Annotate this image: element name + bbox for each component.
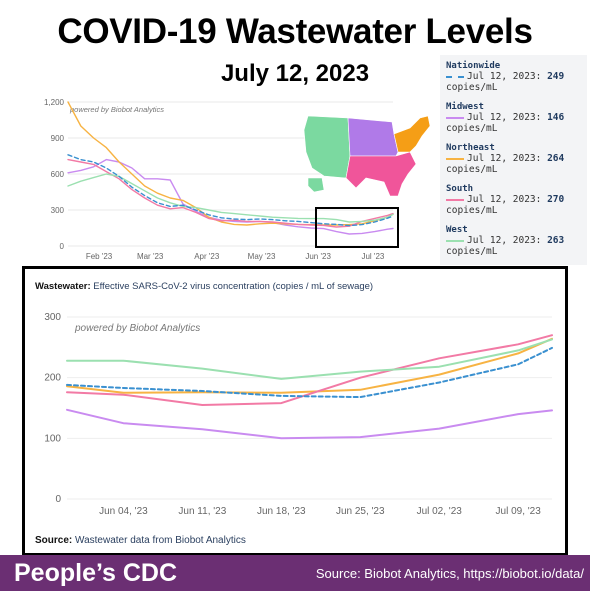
series-line-northeast [66,337,553,394]
legend-date: Jul 12, 2023: [467,235,548,246]
main-chart-title: Effective SARS-CoV-2 virus concentration… [93,281,374,292]
x-tick-label: Feb '23 [86,252,113,261]
legend-swatch [446,116,464,119]
legend-value: 146 [547,112,565,123]
legend-name: West [446,225,468,235]
legend-swatch [446,75,464,78]
x-tick-label: May '23 [248,252,276,261]
footer-credit: Source: Biobot Analytics, https://biobot… [315,566,584,581]
series-line-northeast [67,101,394,226]
legend-entry-northeast: Northeast Jul 12, 2023: 264 copies/mL [446,143,564,175]
legend-swatch [446,198,464,201]
y-tick-label: 200 [44,373,61,384]
legend-value-line: Jul 12, 2023: 270 [446,194,564,205]
series-line-nationwide [66,346,553,399]
main-chart: 0 100 200 300 Jun 04, '23 Jun 11, '23 Jun 18, … [44,312,553,517]
main-chart-panel: Wastewater: Effective SARS-CoV-2 virus c… [22,266,568,556]
legend-unit: copies/mL [446,82,498,93]
map-region-midwest [347,117,399,157]
legend-entry-west: West Jul 12, 2023: 263 copies/mL [446,225,564,257]
map-region-west [303,115,351,179]
watermark-text: powered by Biobot Analytics [74,323,200,334]
legend-value-line: Jul 12, 2023: 249 [446,71,564,82]
legend-swatch [446,239,464,242]
legend-entry-nationwide: Nationwide Jul 12, 2023: 249 copies/mL [446,61,564,93]
x-tick-label: Jul 09, '23 [496,506,542,517]
legend-name: Northeast [446,143,495,153]
x-tick-label: Jul '23 [361,252,384,261]
brand-logo-text: People’s CDC [14,559,178,587]
x-tick-label: Jun 04, '23 [99,506,148,517]
y-tick-label: 300 [51,206,65,215]
watermark-text: powered by Biobot Analytics [69,105,164,114]
legend-name: South [446,184,474,194]
y-tick-label: 900 [51,134,65,143]
y-tick-label: 300 [44,312,61,323]
source-prefix: Source: [35,535,73,546]
x-tick-label: Jun '23 [305,252,331,261]
zoom-highlight-box [315,207,399,248]
legend-date: Jul 12, 2023: [467,194,548,205]
legend-value: 263 [547,235,565,246]
main-chart-title-prefix: Wastewater: [35,281,91,292]
legend-date: Jul 12, 2023: [467,71,548,82]
legend-value: 264 [547,153,565,164]
overview-chart: 0 300 600 900 1,200 Feb '23 Mar '23 Apr '23 May … [44,98,394,261]
us-regions-map [303,115,431,197]
legend-date: Jul 12, 2023: [467,153,548,164]
y-tick-label: 0 [55,494,61,505]
legend-value-line: Jul 12, 2023: 146 [446,112,564,123]
x-tick-label: Apr '23 [194,252,220,261]
legend-unit: copies/mL [446,164,498,175]
x-tick-label: Mar '23 [137,252,164,261]
page-title: COVID-19 Wastewater Levels [57,12,533,51]
page-subtitle: July 12, 2023 [220,60,370,87]
map-region-alaska [307,177,325,193]
legend-name: Nationwide [446,61,501,71]
x-tick-label: Jun 25, '23 [336,506,385,517]
legend-entry-midwest: Midwest Jul 12, 2023: 146 copies/mL [446,102,564,134]
legend-unit: copies/mL [446,246,498,257]
series-line-midwest [67,158,394,235]
series-line-west [67,173,394,223]
legend-date: Jul 12, 2023: [467,112,548,123]
legend-entry-south: South Jul 12, 2023: 270 copies/mL [446,184,564,216]
legend-unit: copies/mL [446,123,498,134]
series-line-west [66,338,553,380]
source-text: Wastewater data from Biobot Analytics [75,535,246,546]
y-tick-label: 100 [44,433,61,444]
legend-value-line: Jul 12, 2023: 264 [446,153,564,164]
map-region-south [345,151,417,197]
footer-bar: People’s CDC Source: Biobot Analytics, h… [0,555,590,591]
map-region-northeast [393,115,431,153]
legend-name: Midwest [446,102,484,112]
x-tick-label: Jul 02, '23 [417,506,463,517]
legend-panel: Nationwide Jul 12, 2023: 249 copies/mL Midw… [440,55,587,265]
series-line-south [67,158,394,228]
y-tick-label: 1,200 [44,98,65,107]
y-tick-label: 0 [60,242,65,251]
series-line-nationwide [67,154,394,227]
y-tick-label: 600 [51,170,65,179]
legend-value: 270 [547,194,565,205]
x-tick-label: Jun 18, '23 [257,506,306,517]
legend-unit: copies/mL [446,205,498,216]
series-line-south [66,334,553,406]
x-tick-label: Jun 11, '23 [178,506,226,517]
legend-value-line: Jul 12, 2023: 263 [446,235,564,246]
main-chart-source: Source: Wastewater data from Biobot Anal… [35,535,246,546]
series-line-midwest [66,408,553,440]
legend-value: 249 [547,71,565,82]
legend-swatch [446,157,464,160]
main-chart-heading: Wastewater: Effective SARS-CoV-2 virus c… [35,281,373,292]
